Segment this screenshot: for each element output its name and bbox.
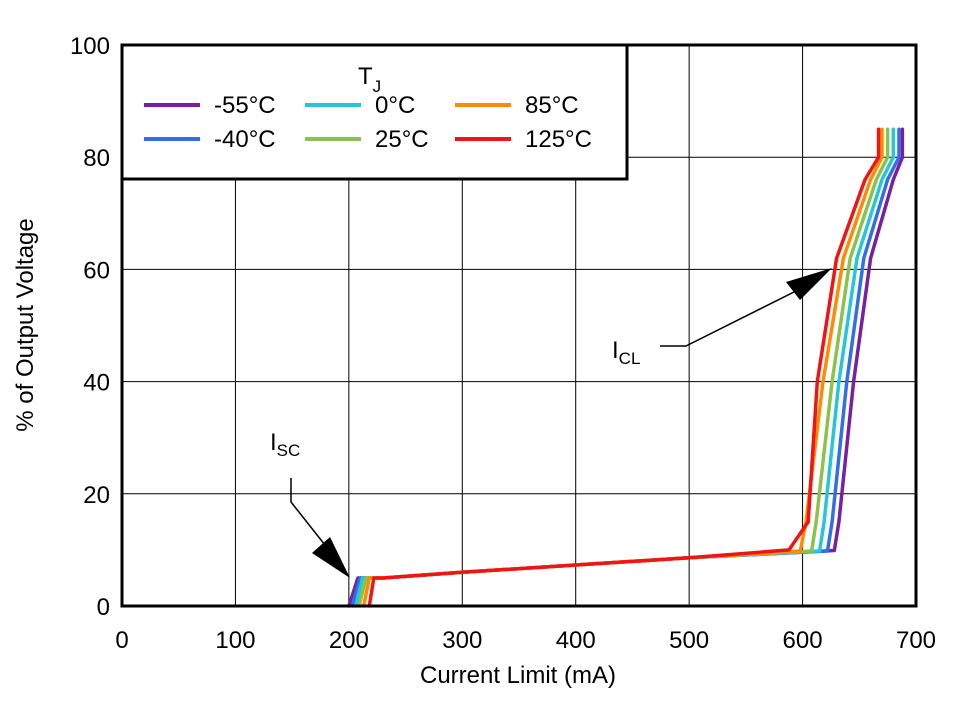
annotation-icl-leader <box>660 285 807 347</box>
x-tick-label: 100 <box>215 627 255 654</box>
legend-item: 0°C <box>305 92 415 119</box>
legend-title-main: T <box>358 63 373 90</box>
legend-title: TJ <box>358 63 381 96</box>
annotation-icl: ICL <box>612 268 832 368</box>
annotation-icl-arrowhead <box>786 268 832 300</box>
tick-labels: 0 100 200 300 400 500 600 700 0 20 40 60 80 100 <box>70 33 936 654</box>
legend-item: -55°C <box>144 92 276 119</box>
legend-item: 25°C <box>305 126 429 153</box>
annotation-isc: ISC <box>270 429 350 578</box>
legend-item: 125°C <box>455 126 592 153</box>
legend: TJ -55°C -40°C 0°C 25°C 85°C 125°C <box>120 43 629 181</box>
annotation-isc-sub: SC <box>277 441 301 460</box>
x-tick-label: 300 <box>442 627 482 654</box>
x-tick-label: 500 <box>669 627 709 654</box>
x-tick-label: 0 <box>115 627 128 654</box>
y-tick-label: 0 <box>97 594 110 621</box>
legend-item: -40°C <box>144 126 276 153</box>
legend-item: 85°C <box>455 92 579 119</box>
x-tick-label: 400 <box>556 627 596 654</box>
x-tick-label: 700 <box>896 627 936 654</box>
legend-label: 25°C <box>375 126 429 153</box>
x-axis-title: Current Limit (mA) <box>420 662 616 689</box>
legend-label: 0°C <box>375 92 415 119</box>
legend-label: -55°C <box>214 92 276 119</box>
y-tick-label: 40 <box>83 370 110 397</box>
legend-items: -55°C -40°C 0°C 25°C 85°C 125°C <box>144 92 592 153</box>
annotation-isc-main: I <box>270 429 277 456</box>
x-tick-label: 600 <box>783 627 823 654</box>
y-tick-label: 100 <box>70 33 110 60</box>
y-tick-label: 20 <box>83 482 110 509</box>
legend-label: 125°C <box>525 126 592 153</box>
legend-label: 85°C <box>525 92 579 119</box>
annotation-isc-label: ISC <box>270 429 300 460</box>
annotation-icl-main: I <box>612 337 619 364</box>
annotation-isc-arrowhead <box>312 537 350 578</box>
annotations: ICL ISC <box>270 268 832 578</box>
y-tick-label: 80 <box>83 145 110 172</box>
x-tick-label: 200 <box>329 627 369 654</box>
annotation-icl-label: ICL <box>612 337 640 368</box>
legend-title-sub: J <box>373 77 382 96</box>
y-tick-label: 60 <box>83 257 110 284</box>
legend-label: -40°C <box>214 126 276 153</box>
annotation-icl-sub: CL <box>619 349 641 368</box>
y-axis-title: % of Output Voltage <box>12 218 39 431</box>
series-line <box>367 127 881 608</box>
annotation-isc-leader <box>290 478 326 546</box>
series-layer <box>347 127 905 608</box>
legend-box <box>120 43 629 181</box>
